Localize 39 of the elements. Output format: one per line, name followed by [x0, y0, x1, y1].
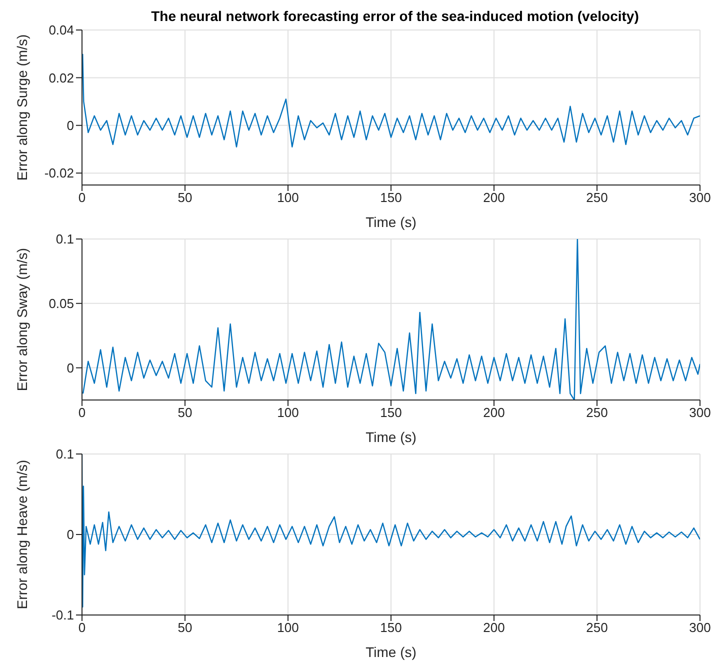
- y-tick-label: 0.05: [48, 296, 74, 312]
- y-tick-label: 0.02: [48, 70, 74, 86]
- x-tick-label: 300: [689, 405, 711, 420]
- x-tick-label: 150: [380, 405, 402, 420]
- y-tick-label: 0.1: [56, 232, 74, 247]
- line-series: [82, 53, 700, 148]
- x-tick-label: 0: [78, 405, 86, 420]
- x-tick-label: 150: [380, 190, 402, 206]
- y-tick-label: 0: [66, 527, 74, 542]
- x-tick-label: 300: [689, 620, 711, 636]
- x-tick-label: 50: [178, 620, 192, 636]
- y-tick-label: -0.1: [52, 608, 74, 623]
- y-tick-label: 0.04: [48, 22, 74, 38]
- x-tick-label: 0: [78, 620, 86, 636]
- x-tick-label: 200: [483, 405, 505, 420]
- x-tick-label: 100: [277, 620, 299, 636]
- y-tick-label: 0: [66, 360, 74, 376]
- x-tick-label: 250: [586, 405, 608, 420]
- x-tick-label: 100: [277, 190, 299, 206]
- x-tick-label: 250: [586, 620, 608, 636]
- x-tick-label: 50: [178, 190, 192, 206]
- x-tick-label: 150: [380, 620, 402, 636]
- x-tick-label: 300: [689, 190, 711, 206]
- x-tick-label: 100: [277, 405, 299, 420]
- y-axis-title: Error along Sway (m/s): [14, 248, 30, 392]
- y-axis-title: Error along Surge (m/s): [14, 34, 30, 181]
- x-axis-title: Time (s): [366, 644, 416, 660]
- x-tick-label: 50: [178, 405, 192, 420]
- chart-title: The neural network forecasting error of the sea-induced motion (velocity): [150, 8, 640, 24]
- y-tick-label: -0.02: [44, 166, 74, 181]
- x-tick-label: 250: [586, 190, 608, 206]
- y-axis-title: Error along Heave (m/s): [14, 460, 30, 610]
- x-tick-label: 200: [483, 620, 505, 636]
- x-axis-title: Time (s): [366, 214, 416, 230]
- x-tick-label: 0: [78, 190, 86, 206]
- y-tick-label: 0: [66, 118, 74, 133]
- x-axis-title: Time (s): [366, 429, 416, 445]
- x-tick-label: 200: [483, 190, 505, 206]
- y-tick-label: 0.1: [56, 446, 74, 462]
